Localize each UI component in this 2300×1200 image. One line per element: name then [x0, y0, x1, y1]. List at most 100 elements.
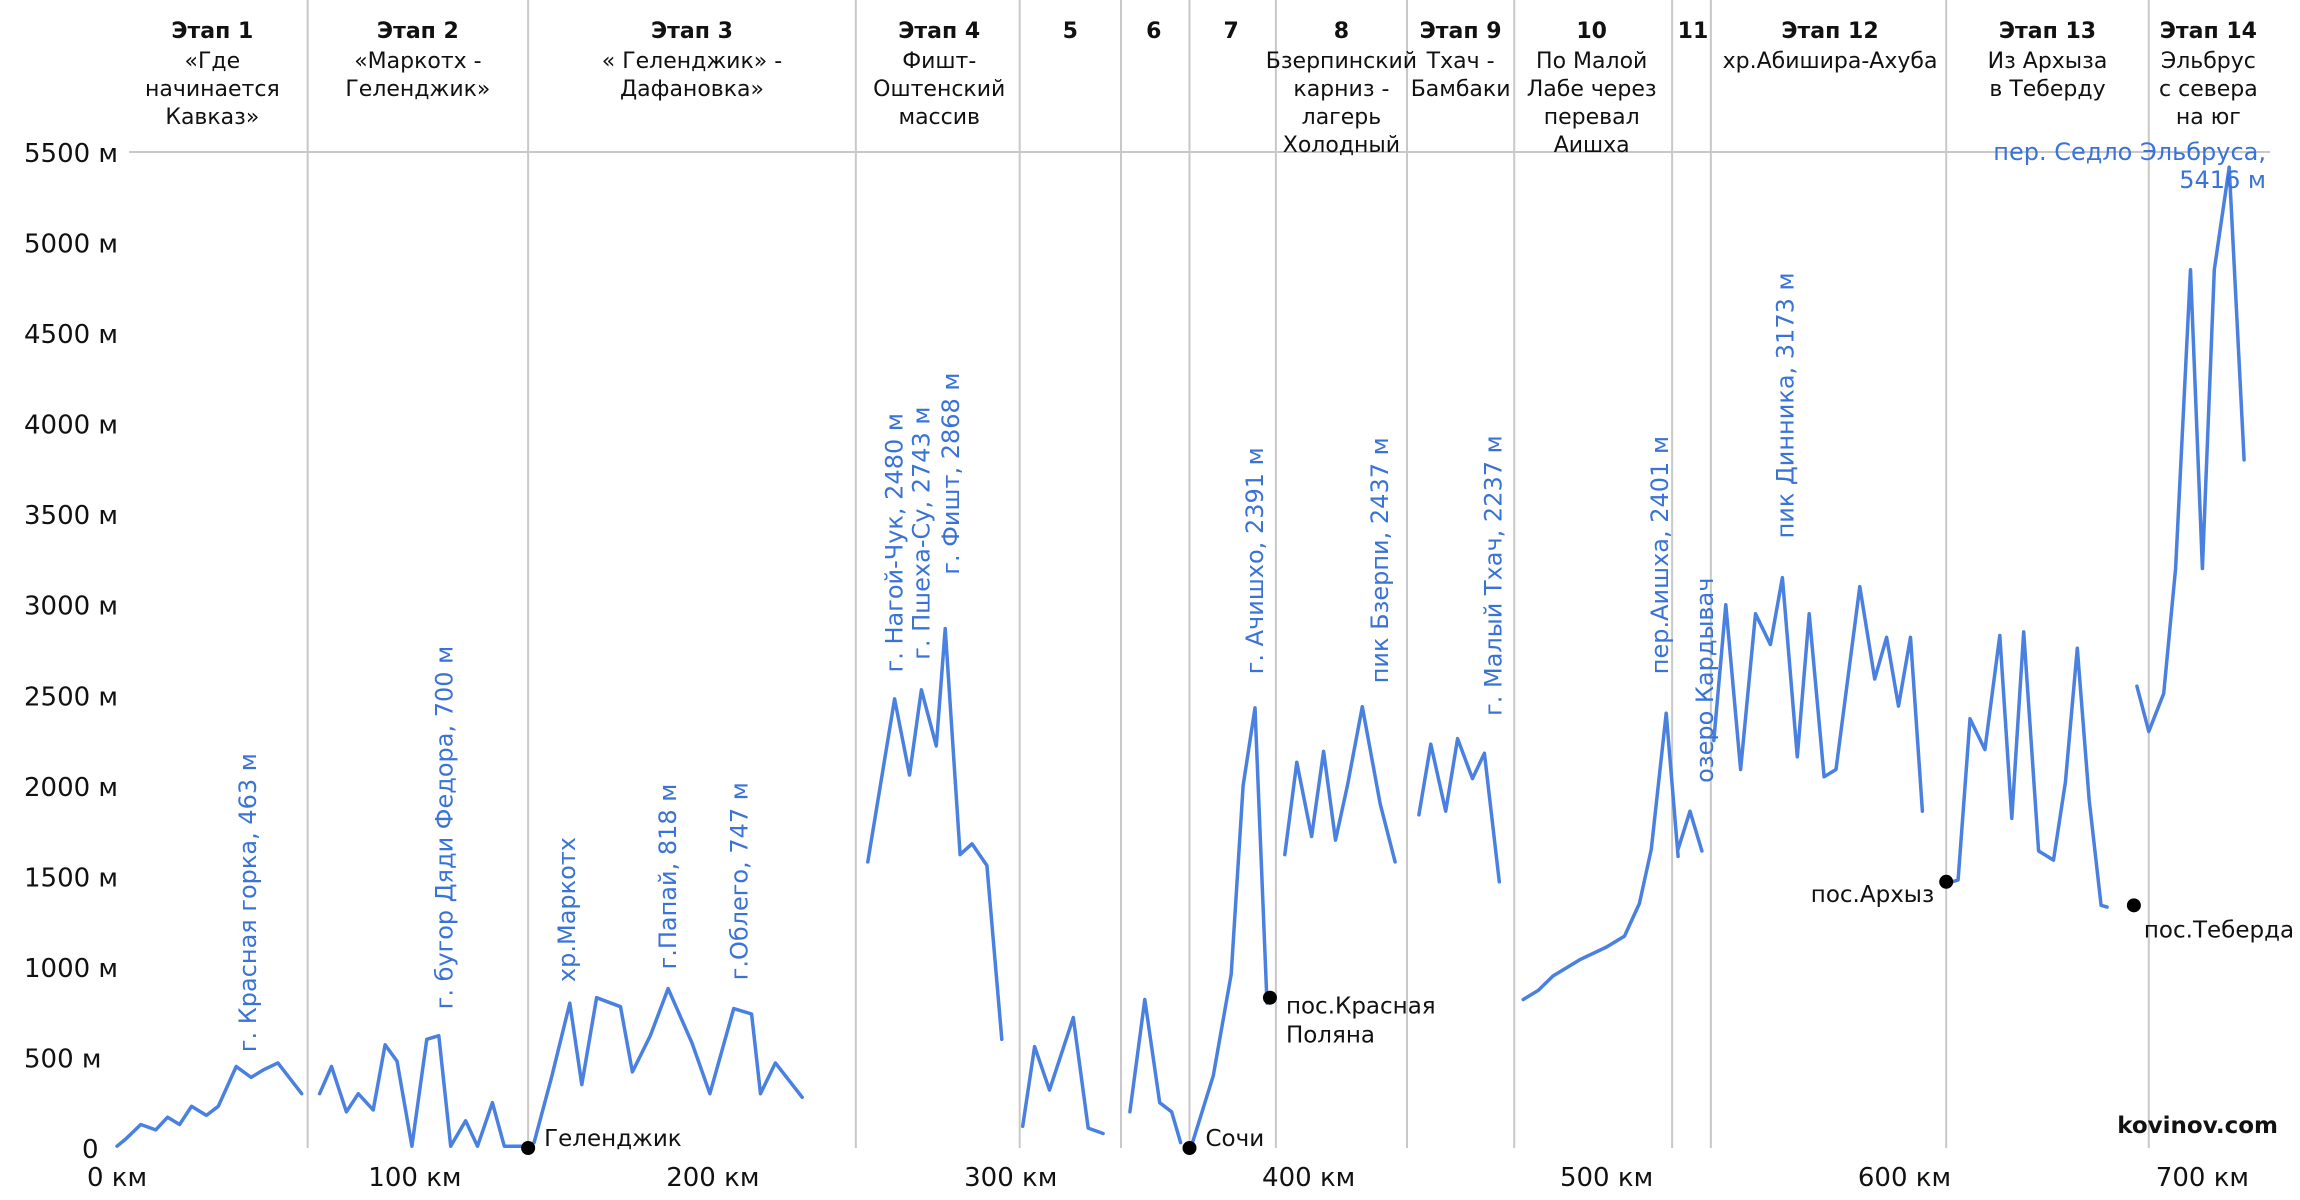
y-tick-label: 2500 м — [24, 682, 118, 712]
town-marker: пос.Красная Поляна — [1262, 990, 1436, 1049]
town-dot — [2126, 898, 2141, 913]
y-tick-label: 4000 м — [24, 411, 118, 441]
x-tick-label: 700 км — [2156, 1163, 2249, 1193]
elevation-line-segment — [1128, 997, 1183, 1145]
stage-name-line: лагерь — [1302, 105, 1382, 130]
town-label: Поляна — [1286, 1023, 1375, 1049]
town-label: пос.Архыз — [1811, 882, 1934, 908]
stage-name-line: в Теберду — [1989, 77, 2105, 102]
peak-label: пик Бзерпи, 2437 м — [1366, 437, 1394, 683]
stage-title: Этап 3 — [651, 19, 733, 44]
stage-title: 11 — [1678, 19, 1709, 44]
peak-label: озеро Кардывач — [1691, 578, 1719, 783]
stage-title: Этап 13 — [1999, 19, 2096, 44]
stage-header: 10 По Малой Лабе через перевал Аишха — [1527, 19, 1657, 158]
stage-headers: Этап 1 «Где начинается Кавказ» Этап 2 «Маркот… — [145, 19, 2258, 158]
stage-header: Этап 9 Тхач - Бамбаки — [1411, 19, 1511, 102]
town-label: пос.Красная — [1286, 994, 1436, 1020]
stage-name-line: Лабе через — [1527, 77, 1657, 102]
stage-name-line: Бамбаки — [1411, 77, 1511, 102]
town-marker: пос.Архыз — [1811, 874, 1954, 908]
stage-header: 7 — [1224, 19, 1239, 44]
stage-header: 8 Бзерпинский карниз - лагерь Холодный — [1266, 19, 1417, 158]
town-dot — [1262, 990, 1277, 1005]
stage-name-line: Холодный — [1283, 133, 1400, 158]
stage-name-line: Эльбрус — [2161, 49, 2256, 74]
town-label: Сочи — [1206, 1126, 1265, 1152]
peak-label: пер.Аишха, 2401 м — [1646, 436, 1674, 674]
town-dot — [521, 1141, 536, 1155]
stage-name-line: По Малой — [1536, 49, 1647, 74]
x-tick-label: 400 км — [1262, 1163, 1355, 1193]
peak-label: г. Пшеха-Су, 2743 м — [907, 406, 935, 659]
elevation-line-segment — [1676, 809, 1704, 853]
x-tick-label: 200 км — [666, 1163, 759, 1193]
stage-header: Этап 3 « Геленджик» - Дафановка» — [602, 19, 782, 102]
elevation-line-segment — [1020, 1015, 1105, 1136]
stage-header: Этап 14 Эльбрус с севера на юг — [2159, 19, 2258, 130]
stage-header: Этап 13 Из Архыза в Теберду — [1988, 19, 2108, 102]
stage-header: 11 — [1678, 19, 1709, 44]
y-tick-label: 5500 м — [24, 139, 118, 169]
stage-name-line: Дафановка» — [620, 77, 764, 102]
y-tick-label: 500 м — [24, 1044, 102, 1074]
stage-name-line: Аишха — [1554, 133, 1630, 158]
stage-title: Этап 4 — [898, 19, 980, 44]
stage-header: Этап 4 Фишт- Оштенский массив — [873, 19, 1005, 130]
town-dot — [1182, 1141, 1197, 1155]
town-markers: Геленджик Сочи пос.Красная Поляна пос.Архыз п… — [521, 874, 2294, 1155]
x-tick-label: 500 км — [1560, 1163, 1653, 1193]
stage-name-line: с севера — [2159, 77, 2258, 102]
credit-label: kovinov.com — [2117, 1113, 2278, 1139]
elevation-line-segment — [115, 1061, 304, 1148]
elevation-line-segment — [1712, 575, 1925, 813]
y-tick-label: 2000 м — [24, 773, 118, 803]
stage-name-line: Фишт- — [902, 49, 976, 74]
stage-name-line: Тхач - — [1426, 49, 1495, 74]
stage-title: 8 — [1334, 19, 1349, 44]
summit-label: 5416 м — [2179, 166, 2266, 194]
peak-label: г.Облего, 747 м — [726, 782, 754, 980]
stage-header: Этап 1 «Где начинается Кавказ» — [145, 19, 280, 130]
elevation-series — [115, 165, 2246, 1148]
peak-label: г.Папай, 818 м — [654, 784, 682, 970]
stage-title: 10 — [1576, 19, 1607, 44]
peak-label: пик Динника, 3173 м — [1771, 272, 1799, 538]
elevation-line-segment — [317, 1033, 524, 1148]
y-tick-label: 5000 м — [24, 230, 118, 260]
stage-name-line: массив — [898, 105, 980, 130]
stage-name-line: начинается — [145, 77, 280, 102]
y-tick-label: 3500 м — [24, 501, 118, 531]
peak-label: г. Нагой-Чук, 2480 м — [881, 413, 909, 672]
stage-name-line: «Маркотх - — [354, 49, 481, 74]
peak-label: г. бугор Дяди Федора, 700 м — [431, 646, 459, 1009]
y-axis-ticks: 0 500 м 1000 м 1500 м 2000 м 2500 м 3000 м 3500… — [24, 139, 118, 1165]
stage-title: 5 — [1063, 19, 1078, 44]
elevation-line-segment — [526, 986, 804, 1148]
town-dot — [1939, 874, 1954, 889]
x-tick-label: 100 км — [368, 1163, 461, 1193]
stage-name-line: « Геленджик» - — [602, 49, 782, 74]
elevation-line-segment — [2135, 165, 2246, 734]
stage-name-line: Бзерпинский — [1266, 49, 1417, 74]
x-tick-label: 600 км — [1858, 1163, 1951, 1193]
gridlines — [129, 0, 2270, 1148]
elevation-line-segment — [1944, 630, 2109, 909]
stage-name-line: Оштенский — [873, 77, 1005, 102]
stage-name-line: «Где — [185, 49, 241, 74]
town-marker: пос.Теберда — [2126, 898, 2294, 943]
elevation-line-segment — [1283, 704, 1397, 864]
peak-labels: г. Красная горка, 463 м г. бугор Дяди Фед… — [234, 138, 2266, 1052]
town-marker: Геленджик — [521, 1126, 682, 1155]
x-tick-label: 300 км — [964, 1163, 1057, 1193]
y-tick-label: 1500 м — [24, 863, 118, 893]
town-label: пос.Теберда — [2144, 917, 2294, 943]
stage-title: Этап 2 — [377, 19, 459, 44]
x-axis-ticks: 0 км 100 км 200 км 300 км 400 км 500 км 600 км… — [87, 1163, 2249, 1193]
peak-label: хр.Маркотх — [553, 837, 581, 982]
peak-label: г. Фишт, 2868 м — [937, 372, 965, 574]
x-tick-label: 0 км — [87, 1163, 147, 1193]
stage-title: Этап 14 — [2160, 19, 2257, 44]
